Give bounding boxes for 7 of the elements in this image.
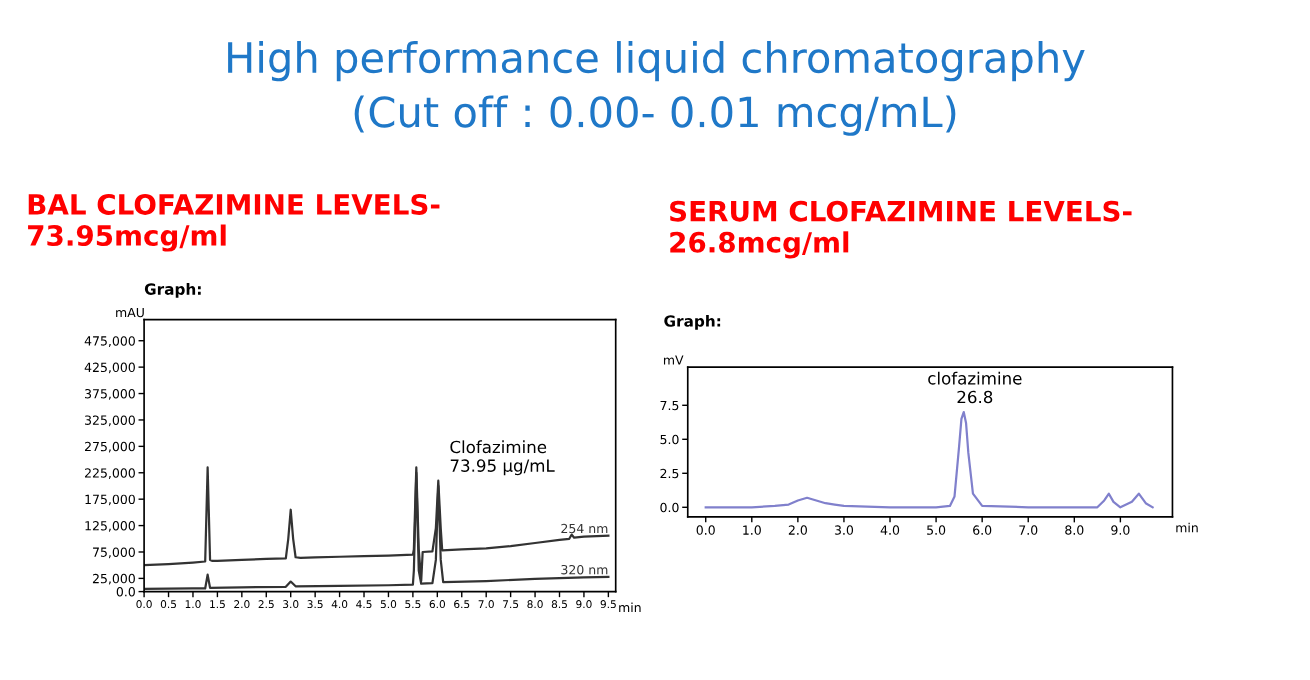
- text: (Cut off : 0.00- 0.01 mcg/mL): [354, 95, 956, 136]
- annotation: Clofazimine 73.95 μg/mL: [450, 440, 555, 476]
- chart-title: SERUM CLOFAZIMINE LEVELS- 26.8mcg/ml: [670, 200, 1132, 259]
- line-series: [704, 410, 1154, 509]
- chart-title: BAL CLOFAZIMINE LEVELS- 73.95mcg/ml: [28, 193, 440, 252]
- text: High performance liquid chromatography: [228, 41, 1085, 82]
- annotation: clofazimine 26.8: [928, 371, 1022, 404]
